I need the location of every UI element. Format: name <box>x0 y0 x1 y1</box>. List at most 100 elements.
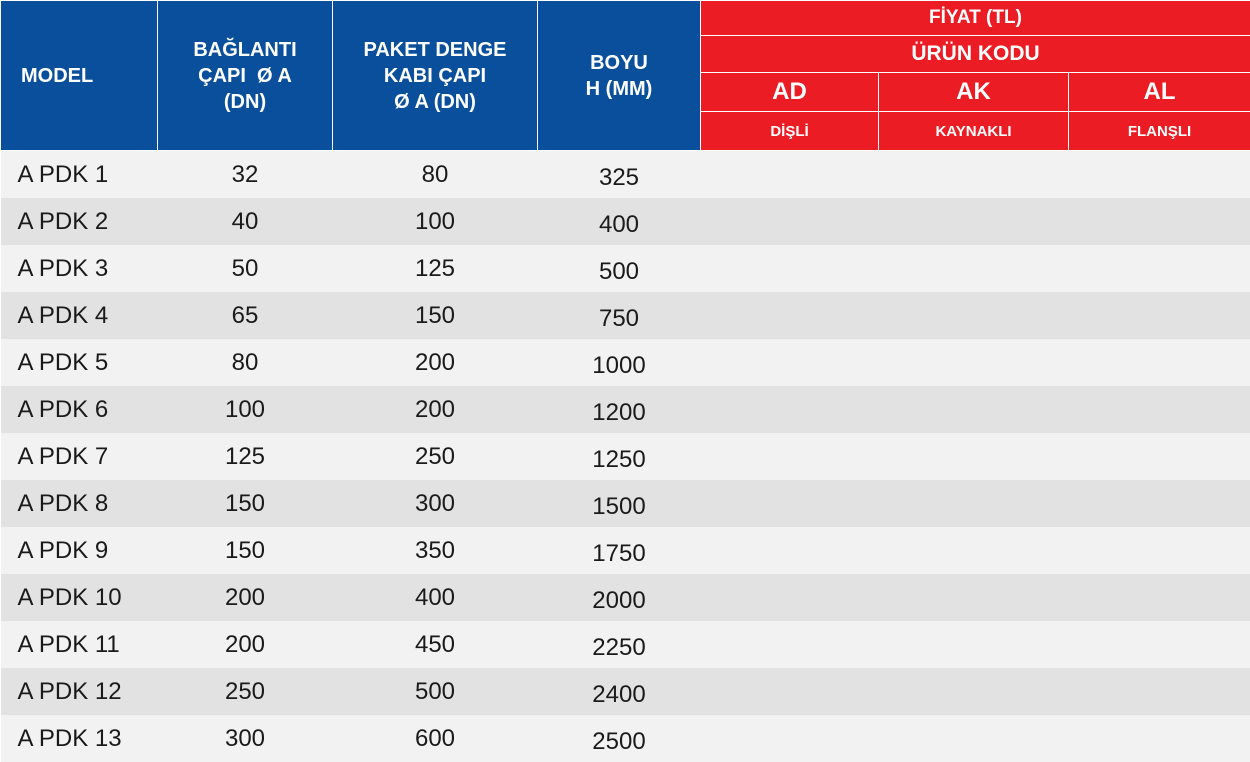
cell-price-ak <box>879 668 1069 715</box>
cell-price-ak <box>879 386 1069 433</box>
cell-price-ak <box>879 715 1069 762</box>
cell-price-al <box>1069 386 1250 433</box>
header-boyu-line1: BOYU <box>538 50 700 76</box>
cell-price-al <box>1069 574 1250 621</box>
cell-boyu: 325 <box>538 151 701 199</box>
cell-boyu: 1500 <box>538 480 701 527</box>
cell-paket: 500 <box>333 668 538 715</box>
cell-price-ak <box>879 433 1069 480</box>
cell-price-ad <box>701 668 879 715</box>
cell-boyu: 1250 <box>538 433 701 480</box>
header-paket: PAKET DENGE KABI ÇAPI Ø A (DN) <box>333 1 538 151</box>
cell-price-ak <box>879 339 1069 386</box>
cell-price-ak <box>879 527 1069 574</box>
cell-model: A PDK 7 <box>1 433 158 480</box>
cell-model: A PDK 4 <box>1 292 158 339</box>
header-type-disli: DİŞLİ <box>701 112 879 151</box>
cell-price-ak <box>879 621 1069 668</box>
cell-price-ak <box>879 245 1069 292</box>
cell-baglanti: 32 <box>158 151 333 199</box>
cell-price-ad <box>701 245 879 292</box>
cell-boyu: 1000 <box>538 339 701 386</box>
cell-model: A PDK 13 <box>1 715 158 762</box>
header-baglanti-line1: BAĞLANTI <box>158 37 332 63</box>
cell-boyu: 1750 <box>538 527 701 574</box>
cell-boyu: 2000 <box>538 574 701 621</box>
header-code-ad: AD <box>701 73 879 112</box>
cell-boyu: 400 <box>538 198 701 245</box>
cell-baglanti: 200 <box>158 574 333 621</box>
cell-paket: 125 <box>333 245 538 292</box>
cell-baglanti: 200 <box>158 621 333 668</box>
cell-price-ad <box>701 715 879 762</box>
cell-boyu: 1200 <box>538 386 701 433</box>
cell-model: A PDK 2 <box>1 198 158 245</box>
cell-boyu: 750 <box>538 292 701 339</box>
cell-boyu: 2500 <box>538 715 701 762</box>
header-baglanti-line3: (DN) <box>158 89 332 115</box>
header-paket-line1: PAKET DENGE <box>333 37 537 63</box>
cell-price-al <box>1069 621 1250 668</box>
cell-model: A PDK 8 <box>1 480 158 527</box>
cell-paket: 450 <box>333 621 538 668</box>
cell-paket: 400 <box>333 574 538 621</box>
cell-boyu: 2250 <box>538 621 701 668</box>
cell-paket: 300 <box>333 480 538 527</box>
cell-price-ak <box>879 574 1069 621</box>
header-urun-kodu: ÜRÜN KODU <box>701 36 1250 73</box>
header-paket-line3: Ø A (DN) <box>333 89 537 115</box>
cell-price-al <box>1069 245 1250 292</box>
cell-price-al <box>1069 715 1250 762</box>
header-baglanti-line2: ÇAPI Ø A <box>158 63 332 89</box>
header-boyu-line2: H (MM) <box>538 76 700 102</box>
header-model: MODEL <box>1 1 158 151</box>
cell-price-ak <box>879 151 1069 199</box>
cell-price-ad <box>701 151 879 199</box>
cell-baglanti: 40 <box>158 198 333 245</box>
header-paket-line2: KABI ÇAPI <box>333 63 537 89</box>
cell-baglanti: 50 <box>158 245 333 292</box>
cell-price-al <box>1069 668 1250 715</box>
cell-price-ak <box>879 292 1069 339</box>
cell-paket: 200 <box>333 339 538 386</box>
cell-price-al <box>1069 151 1250 199</box>
header-code-ak: AK <box>879 73 1069 112</box>
cell-price-al <box>1069 433 1250 480</box>
cell-price-ad <box>701 339 879 386</box>
cell-paket: 600 <box>333 715 538 762</box>
cell-model: A PDK 11 <box>1 621 158 668</box>
cell-model: A PDK 1 <box>1 151 158 199</box>
cell-price-ad <box>701 386 879 433</box>
cell-paket: 350 <box>333 527 538 574</box>
cell-price-ad <box>701 574 879 621</box>
cell-baglanti: 250 <box>158 668 333 715</box>
cell-price-ak <box>879 480 1069 527</box>
cell-paket: 100 <box>333 198 538 245</box>
cell-baglanti: 150 <box>158 527 333 574</box>
header-baglanti: BAĞLANTI ÇAPI Ø A (DN) <box>158 1 333 151</box>
cell-price-al <box>1069 527 1250 574</box>
cell-paket: 200 <box>333 386 538 433</box>
header-type-kaynakli: KAYNAKLI <box>879 112 1069 151</box>
cell-price-ad <box>701 198 879 245</box>
cell-baglanti: 125 <box>158 433 333 480</box>
cell-model: A PDK 6 <box>1 386 158 433</box>
cell-price-ad <box>701 292 879 339</box>
header-type-flansli: FLANŞLI <box>1069 112 1250 151</box>
table-header: MODEL BAĞLANTI ÇAPI Ø A (DN) PAKET DENGE… <box>1 1 1250 151</box>
cell-model: A PDK 12 <box>1 668 158 715</box>
cell-price-al <box>1069 480 1250 527</box>
